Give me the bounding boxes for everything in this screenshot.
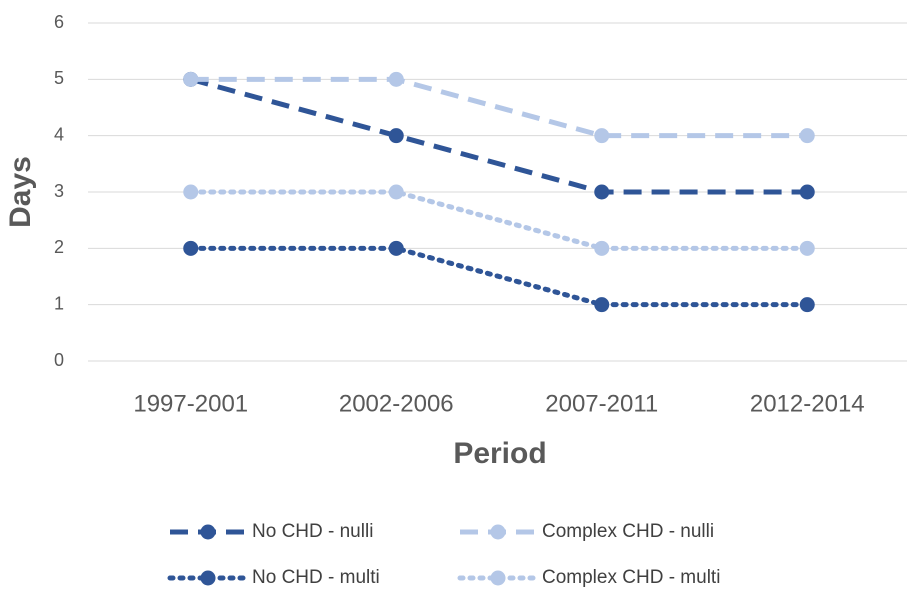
- y-tick-label: 2: [54, 237, 64, 257]
- series-line: [190, 76, 808, 139]
- series-line: [190, 76, 808, 195]
- series-line: [188, 189, 810, 251]
- marker: [388, 184, 404, 200]
- marker: [594, 184, 610, 200]
- marker: [799, 240, 815, 256]
- legend-label: Complex CHD - nulli: [542, 521, 714, 542]
- marker: [594, 240, 610, 256]
- y-axis-label: Days: [4, 156, 37, 228]
- legend-marker: [490, 524, 506, 540]
- y-tick-label: 6: [54, 12, 64, 32]
- legend-label: Complex CHD - multi: [542, 567, 720, 588]
- y-tick-label: 4: [54, 124, 64, 144]
- marker: [183, 184, 199, 200]
- y-tick-label: 3: [54, 181, 64, 201]
- x-tick-label: 2002-2006: [339, 390, 454, 417]
- series-line: [188, 245, 810, 308]
- legend-label: No CHD - multi: [252, 567, 380, 588]
- marker: [594, 128, 610, 144]
- x-tick-label: 2007-2011: [545, 390, 658, 417]
- x-tick-label: 1997-2001: [133, 390, 248, 417]
- legend-marker: [490, 570, 506, 586]
- legend-label: No CHD - nulli: [252, 521, 373, 542]
- marker: [388, 71, 404, 87]
- x-axis-label: Period: [453, 437, 546, 470]
- legend-marker: [200, 524, 216, 540]
- marker: [799, 184, 815, 200]
- y-tick-label: 0: [54, 350, 64, 370]
- marker: [388, 128, 404, 144]
- legend-marker: [200, 570, 216, 586]
- marker: [594, 297, 610, 313]
- y-tick-label: 1: [54, 293, 64, 313]
- marker: [799, 297, 815, 313]
- marker: [799, 128, 815, 144]
- marker: [183, 240, 199, 256]
- y-tick-label: 5: [54, 68, 64, 88]
- marker: [388, 240, 404, 256]
- x-tick-label: 2012-2014: [750, 390, 865, 417]
- marker: [183, 71, 199, 87]
